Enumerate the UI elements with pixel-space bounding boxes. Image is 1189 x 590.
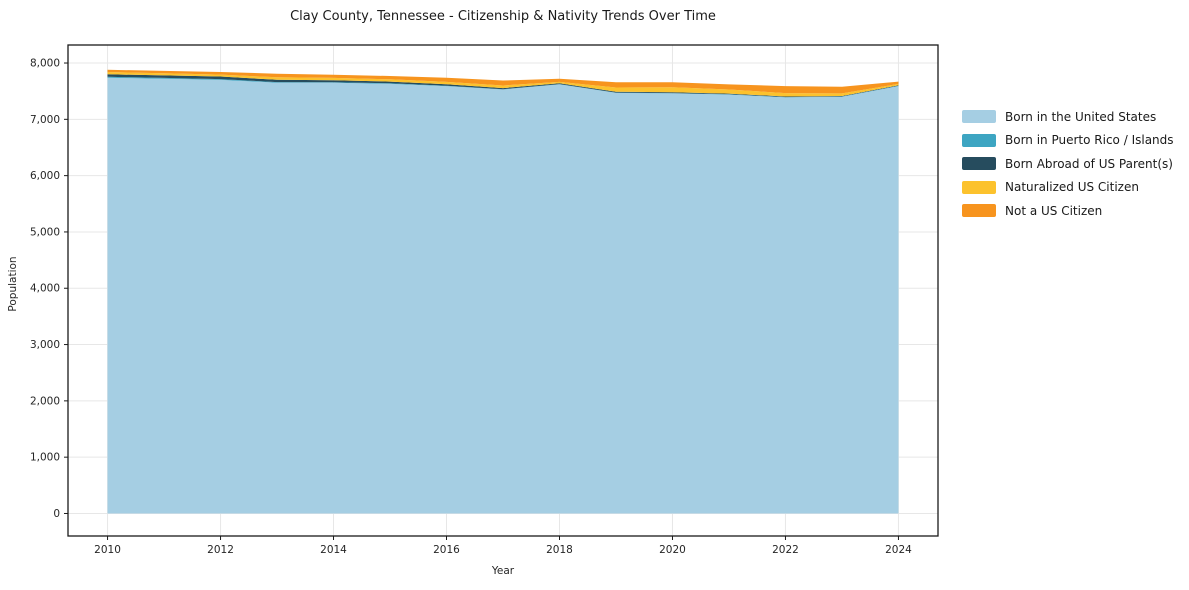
legend-swatch-born-abroad xyxy=(962,157,996,171)
legend-label-born-us: Born in the United States xyxy=(1005,109,1157,124)
chart-title: Clay County, Tennessee - Citizenship & N… xyxy=(290,9,716,24)
x-tick-label: 2016 xyxy=(433,544,460,556)
x-tick-label: 2022 xyxy=(772,544,799,556)
x-axis-label: Year xyxy=(491,565,515,577)
x-tick-label: 2020 xyxy=(659,544,686,556)
x-tick-label: 2018 xyxy=(546,544,573,556)
legend-swatch-naturalized xyxy=(962,180,996,194)
area-series-3 xyxy=(107,72,899,97)
y-tick-label: 6,000 xyxy=(30,170,60,182)
y-tick-label: 5,000 xyxy=(30,226,60,238)
legend-item-naturalized: Naturalized US Citizen xyxy=(962,176,1174,200)
y-tick-label: 4,000 xyxy=(30,283,60,295)
legend-item-born-us: Born in the United States xyxy=(962,105,1174,129)
legend-label-not-citizen: Not a US Citizen xyxy=(1005,203,1103,218)
legend-label-puerto-rico: Born in Puerto Rico / Islands xyxy=(1005,133,1174,148)
legend-swatch-not-citizen xyxy=(962,204,996,218)
area-series-0 xyxy=(107,77,899,514)
legend-label-born-abroad: Born Abroad of US Parent(s) xyxy=(1005,156,1173,171)
x-tick-label: 2014 xyxy=(320,544,347,556)
legend-item-puerto-rico: Born in Puerto Rico / Islands xyxy=(962,129,1174,153)
area-series-4 xyxy=(107,69,899,94)
legend: Born in the United States Born in Puerto… xyxy=(962,105,1174,223)
y-tick-label: 8,000 xyxy=(30,58,60,70)
y-tick-label: 3,000 xyxy=(30,339,60,351)
legend-item-born-abroad: Born Abroad of US Parent(s) xyxy=(962,152,1174,176)
x-tick-label: 2012 xyxy=(207,544,234,556)
y-tick-label: 1,000 xyxy=(30,452,60,464)
y-tick-label: 0 xyxy=(53,508,60,520)
legend-label-naturalized: Naturalized US Citizen xyxy=(1005,180,1139,195)
legend-swatch-born-us xyxy=(962,110,996,124)
legend-swatch-puerto-rico xyxy=(962,133,996,147)
y-tick-label: 2,000 xyxy=(30,395,60,407)
x-tick-label: 2010 xyxy=(94,544,121,556)
x-tick-label: 2024 xyxy=(885,544,912,556)
y-tick-label: 7,000 xyxy=(30,114,60,126)
area-series-1 xyxy=(107,76,899,98)
legend-item-not-citizen: Not a US Citizen xyxy=(962,199,1174,223)
